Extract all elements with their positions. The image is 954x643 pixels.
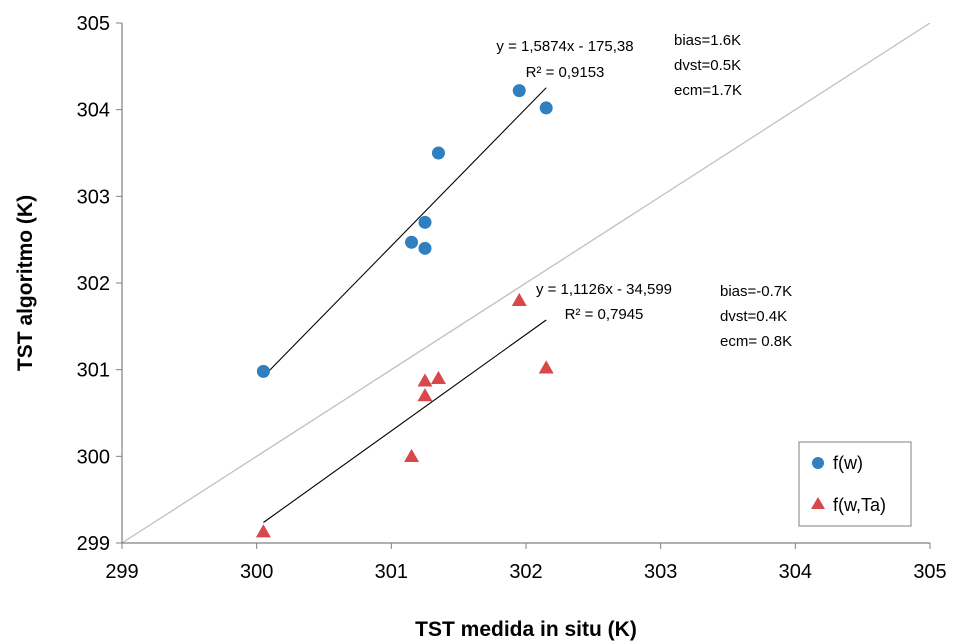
x-tick-label: 305 xyxy=(913,561,946,583)
legend-marker-circle xyxy=(812,457,824,469)
legend-label-f-w: f(w) xyxy=(833,453,863,473)
x-tick-label: 299 xyxy=(105,561,138,583)
legend: f(w) f(w,Ta) xyxy=(798,441,912,527)
series-2-r2-label: R² = 0,7945 xyxy=(565,306,644,323)
series-1-point xyxy=(256,364,270,378)
axes-layer xyxy=(116,22,931,549)
series-2-point xyxy=(417,373,433,387)
x-axis-title: TST medida in situ (K) xyxy=(415,618,637,641)
data-points-layer xyxy=(255,84,554,538)
series-1-r2-label: R² = 0,9153 xyxy=(526,64,605,81)
y-tick-label: 301 xyxy=(77,360,110,382)
series-2-point xyxy=(404,448,420,462)
y-tick-label: 299 xyxy=(77,533,110,555)
series-1-stat-dvst: dvst=0.5K xyxy=(674,57,741,74)
series-1-stat-bias: bias=1.6K xyxy=(674,32,741,49)
series-2-stat-ecm: ecm= 0.8K xyxy=(720,333,792,350)
y-axis-title: TST algoritmo (K) xyxy=(14,195,37,371)
legend-box xyxy=(798,441,912,527)
series-2-point xyxy=(417,388,433,402)
x-tick-label: 304 xyxy=(779,561,812,583)
series-1-point xyxy=(405,235,419,249)
x-tick-label: 301 xyxy=(375,561,408,583)
series-1-stat-ecm: ecm=1.7K xyxy=(674,82,742,99)
series-2-point xyxy=(511,292,527,306)
y-tick-label: 303 xyxy=(77,186,110,208)
reference-line-layer xyxy=(122,23,930,543)
x-tick-label: 303 xyxy=(644,561,677,583)
x-tick-label: 302 xyxy=(509,561,542,583)
one-to-one-reference-line xyxy=(122,23,930,543)
series-2-stat-dvst: dvst=0.4K xyxy=(720,308,787,325)
series-1-point xyxy=(418,241,432,255)
series-2-trendline xyxy=(263,319,547,523)
series-1-point xyxy=(431,146,445,160)
legend-marker-triangle xyxy=(811,497,825,509)
series-2-equation-label: y = 1,1126x - 34,599 xyxy=(536,281,672,298)
series-2-stat-bias: bias=-0.7K xyxy=(720,283,792,300)
y-tick-label: 305 xyxy=(77,13,110,35)
series-2-point xyxy=(538,360,554,374)
series-1-point xyxy=(512,84,526,98)
y-tick-label: 302 xyxy=(77,273,110,295)
y-tick-label: 304 xyxy=(77,100,110,122)
y-tick-label: 300 xyxy=(77,446,110,468)
tick-labels-layer: 299 300 301 302 303 304 305 299 300 301 302 303 304 3… xyxy=(77,13,947,583)
series-1-trendline xyxy=(263,87,547,378)
series-2-point xyxy=(255,524,271,538)
series-2-point xyxy=(430,370,446,384)
series-1-point xyxy=(539,101,553,115)
trendline-layer xyxy=(263,87,547,523)
series-1-equation-label: y = 1,5874x - 175,38 xyxy=(496,38,633,55)
x-tick-label: 300 xyxy=(240,561,273,583)
series-1-point xyxy=(418,215,432,229)
legend-label-f-w-ta: f(w,Ta) xyxy=(833,495,886,515)
